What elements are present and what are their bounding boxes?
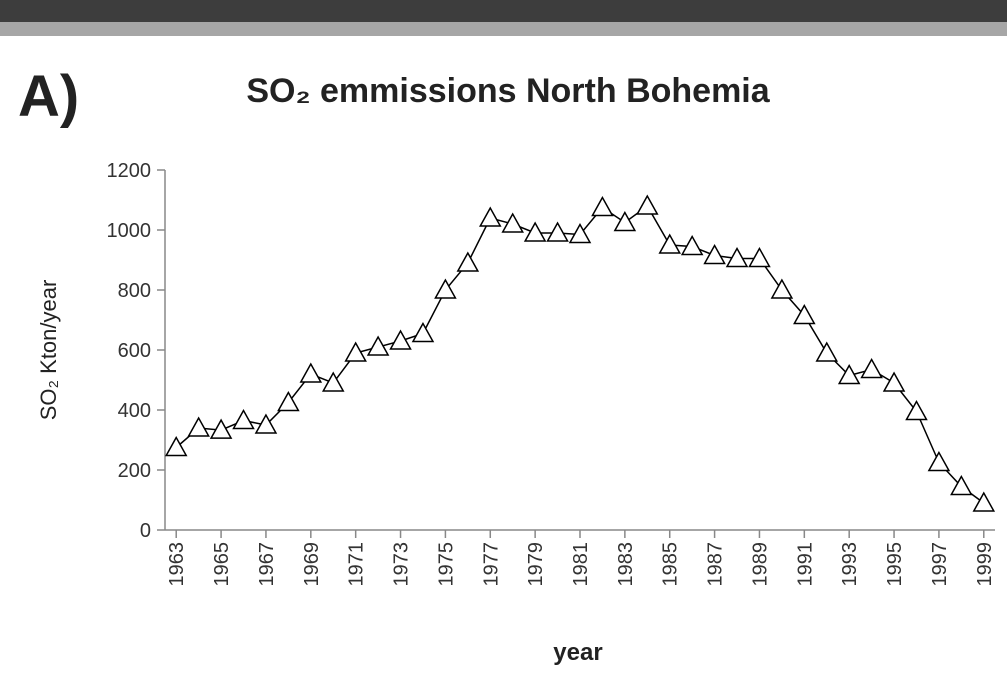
marker (277, 390, 300, 412)
marker (658, 233, 682, 254)
y-tick-label: 800 (118, 280, 151, 302)
marker (321, 371, 345, 392)
marker (972, 491, 996, 512)
x-tick-label: 1975 (435, 542, 457, 587)
marker (837, 363, 861, 385)
x-tick-label: 1971 (346, 542, 368, 587)
marker (546, 221, 569, 242)
x-tick-label: 1969 (301, 542, 323, 587)
x-tick-label: 1983 (615, 542, 637, 587)
marker (232, 408, 255, 430)
x-tick-label: 1999 (974, 542, 996, 587)
marker (187, 416, 210, 437)
x-tick-label: 1963 (166, 542, 188, 587)
marker (905, 399, 928, 421)
marker (299, 362, 323, 383)
marker (209, 418, 233, 439)
marker (725, 246, 749, 268)
marker (815, 341, 839, 362)
y-tick-label: 400 (118, 400, 151, 422)
x-tick-label: 1985 (660, 542, 682, 587)
marker (793, 303, 816, 325)
marker (164, 435, 188, 457)
header-stripe (0, 22, 1007, 36)
x-tick-label: 1977 (480, 542, 502, 587)
marker (770, 278, 794, 299)
marker (434, 278, 457, 299)
marker (882, 371, 906, 392)
line (175, 204, 985, 504)
header-bar (0, 0, 1007, 22)
marker (254, 413, 278, 434)
marker (748, 246, 771, 268)
marker (389, 329, 412, 350)
x-tick-label: 1973 (391, 542, 413, 587)
x-tick-label: 1981 (570, 542, 592, 587)
marker (927, 450, 951, 472)
x-tick-label: 1979 (525, 542, 547, 587)
x-tick-label: 1989 (749, 542, 771, 587)
x-tick-label: 1965 (211, 542, 233, 587)
y-axis-label: SO₂ Kton/year (36, 280, 61, 421)
y-tick-label: 1200 (107, 160, 152, 182)
y-tick-label: 600 (118, 340, 151, 362)
marker (591, 195, 614, 217)
marker (680, 234, 704, 256)
y-tick-label: 0 (140, 520, 151, 542)
y-tick-label: 1000 (107, 220, 152, 242)
marker (636, 194, 659, 215)
marker (568, 222, 592, 244)
x-tick-label: 1993 (839, 542, 861, 587)
marker (613, 210, 637, 232)
marker (703, 243, 726, 265)
marker (501, 212, 524, 233)
marker (456, 251, 480, 272)
marker (411, 321, 435, 343)
x-tick-label: 1991 (794, 542, 816, 587)
marker (478, 206, 502, 227)
x-tick-label: 1987 (705, 542, 727, 587)
marker (344, 341, 367, 362)
marker (366, 335, 390, 356)
x-tick-label: 1997 (929, 542, 951, 587)
chart-title: SO₂ emmissions North Bohemia (246, 72, 770, 110)
x-tick-label: 1967 (256, 542, 278, 587)
y-tick-label: 200 (118, 460, 151, 482)
x-tick-label: 1995 (884, 542, 906, 587)
marker (523, 221, 547, 242)
x-axis-label: year (553, 639, 602, 666)
panel-label: A) (18, 64, 79, 129)
marker (860, 357, 883, 379)
marker (950, 474, 973, 496)
